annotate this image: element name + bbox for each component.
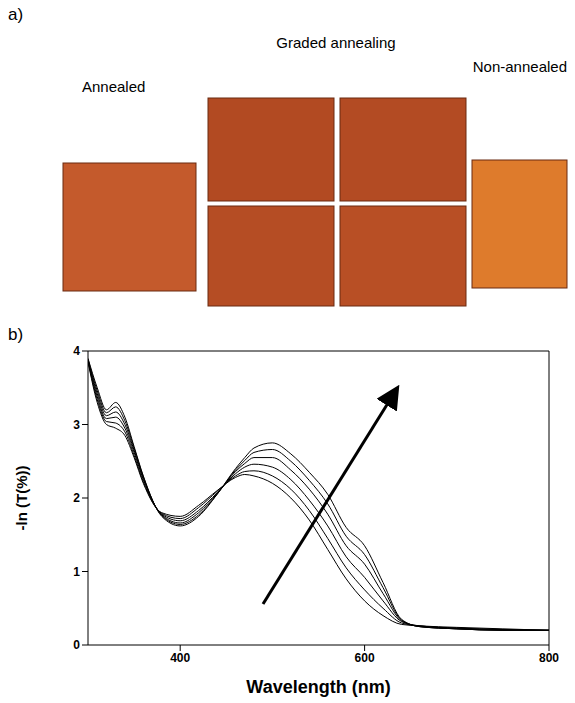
svg-text:600: 600 [355, 651, 375, 665]
svg-text:4: 4 [73, 344, 80, 358]
svg-text:2: 2 [73, 491, 80, 505]
svg-text:400: 400 [170, 651, 190, 665]
svg-text:-ln (T(%)): -ln (T(%)) [13, 466, 30, 531]
svg-text:a): a) [8, 5, 23, 24]
svg-text:3: 3 [73, 418, 80, 432]
svg-text:Wavelength (nm): Wavelength (nm) [246, 677, 390, 697]
svg-text:Graded annealing: Graded annealing [276, 34, 395, 51]
svg-text:Annealed: Annealed [82, 78, 145, 95]
svg-text:Non-annealed: Non-annealed [473, 58, 567, 75]
svg-text:800: 800 [539, 651, 559, 665]
svg-text:1: 1 [73, 565, 80, 579]
html-text:b): b) [8, 325, 24, 344]
svg-text:0: 0 [73, 638, 80, 652]
